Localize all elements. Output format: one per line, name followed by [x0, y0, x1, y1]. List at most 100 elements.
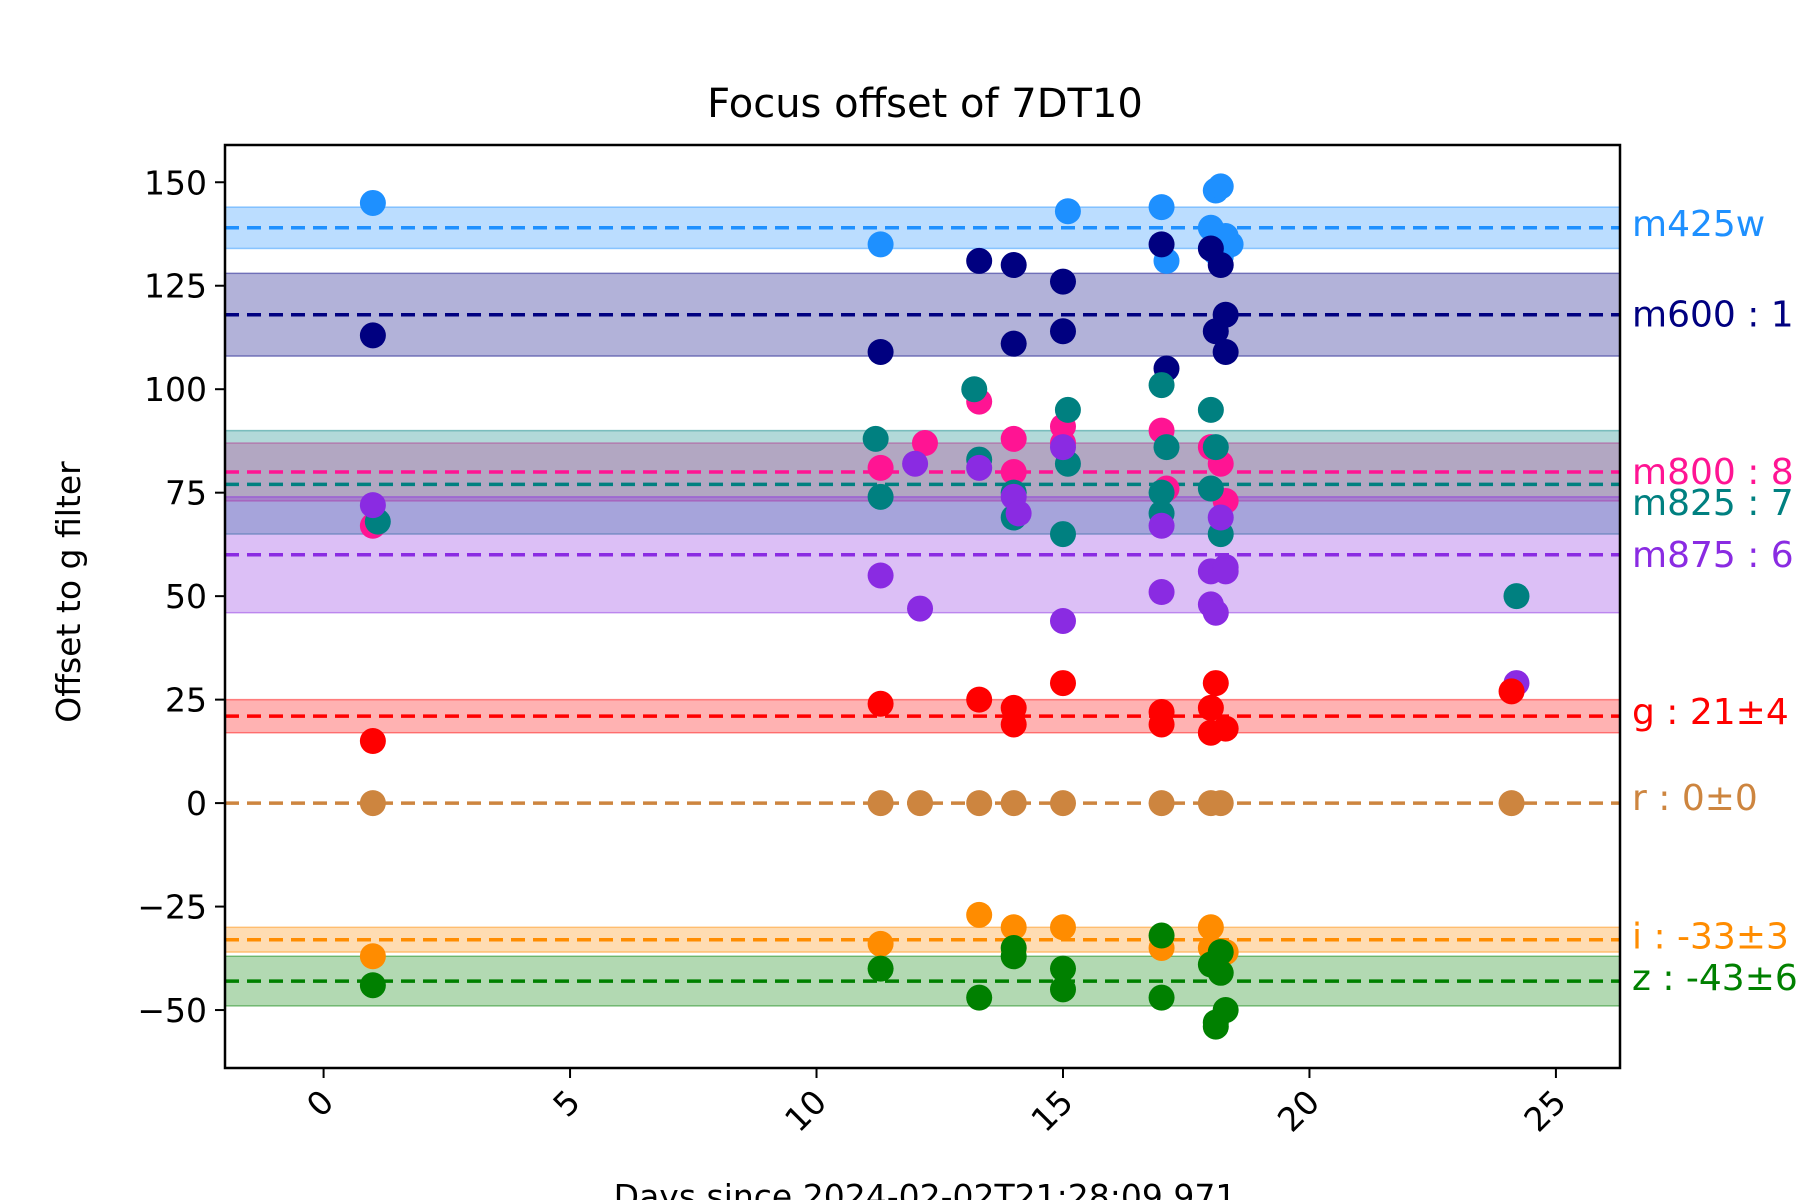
- series-label-m600: m600 : 1: [1632, 295, 1794, 336]
- point-m825-9: [1049, 521, 1076, 548]
- series-label-m425w: m425w: [1632, 204, 1765, 245]
- point-r-6: [1148, 790, 1175, 817]
- point-z-8: [1148, 984, 1175, 1011]
- point-m825-18: [1503, 583, 1530, 610]
- point-r-0: [359, 790, 386, 817]
- point-z-4: [1000, 943, 1027, 970]
- x-tick-label: 20: [1270, 1082, 1327, 1139]
- point-m875-0: [359, 492, 386, 519]
- point-m875-6: [1005, 500, 1032, 527]
- point-i-0: [359, 943, 386, 970]
- axes-frame: [223, 143, 1622, 1070]
- point-m425w-1: [867, 231, 894, 258]
- point-m875-7: [1049, 434, 1076, 461]
- point-m825-12: [1148, 479, 1175, 506]
- x-axis-label: Days since 2024-02-02T21:28:09.971: [614, 1177, 1237, 1200]
- point-m600-11: [1207, 252, 1234, 279]
- point-g-5: [1049, 670, 1076, 697]
- series-label-m825: m825 : 7: [1632, 483, 1794, 524]
- y-tick-label: −50: [137, 991, 207, 1030]
- point-g-10: [1202, 670, 1229, 697]
- point-m600-4: [1000, 252, 1027, 279]
- point-m600-0: [359, 322, 386, 349]
- point-r-4: [1000, 790, 1027, 817]
- point-z-12: [1207, 959, 1234, 986]
- point-m600-3: [1000, 330, 1027, 357]
- point-m825-7: [1054, 396, 1081, 423]
- point-m825-2: [867, 483, 894, 510]
- point-m875-15: [1212, 558, 1239, 585]
- point-m600-13: [1212, 338, 1239, 365]
- point-r-9: [1498, 790, 1525, 817]
- series-label-g: g : 21±4: [1632, 692, 1789, 733]
- point-m825-1: [862, 425, 889, 452]
- point-z-7: [1148, 922, 1175, 949]
- chart-title: Focus offset of 7DT10: [707, 81, 1143, 127]
- y-tick-label: 0: [186, 784, 207, 823]
- series-label-r: r : 0±0: [1632, 778, 1758, 819]
- y-tick-label: 25: [165, 681, 207, 720]
- point-g-8: [1197, 694, 1224, 721]
- point-m800-2: [911, 430, 938, 457]
- point-m425w-2: [1054, 198, 1081, 225]
- point-g-1: [867, 690, 894, 717]
- point-m800-4: [1000, 425, 1027, 452]
- y-tick-label: 125: [144, 267, 207, 306]
- plot-area: [225, 173, 1620, 1040]
- point-r-2: [907, 790, 934, 817]
- point-m425w-3: [1148, 194, 1175, 221]
- point-m800-5: [1000, 458, 1027, 485]
- point-g-11: [1212, 715, 1239, 742]
- point-m875-8: [1049, 607, 1076, 634]
- series-label-z: z : -43±6: [1632, 958, 1798, 999]
- y-axis-label: Offset to g filter: [49, 461, 88, 723]
- x-tick-label: 10: [777, 1082, 834, 1139]
- point-z-1: [867, 955, 894, 982]
- point-i-2: [966, 901, 993, 928]
- point-r-5: [1049, 790, 1076, 817]
- point-z-2: [966, 984, 993, 1011]
- point-g-7: [1148, 711, 1175, 738]
- x-tick-label: 0: [299, 1082, 341, 1124]
- point-z-6: [1049, 976, 1076, 1003]
- point-m825-10: [1148, 372, 1175, 399]
- y-tick-label: 50: [165, 577, 207, 616]
- point-m600-12: [1212, 301, 1239, 328]
- point-m825-3: [961, 376, 988, 403]
- point-z-5: [1049, 955, 1076, 982]
- point-m425w-0: [359, 189, 386, 216]
- point-m600-6: [1049, 318, 1076, 345]
- point-m875-9: [1148, 512, 1175, 539]
- point-m600-7: [1148, 231, 1175, 258]
- point-g-4: [1000, 711, 1027, 738]
- point-m600-5: [1049, 268, 1076, 295]
- point-i-1: [867, 930, 894, 957]
- series-label-m875: m875 : 6: [1632, 535, 1794, 576]
- point-g-12: [1498, 678, 1525, 705]
- point-m600-2: [966, 247, 993, 274]
- point-m825-11: [1153, 434, 1180, 461]
- point-i-6: [1197, 914, 1224, 941]
- point-m875-16: [1207, 504, 1234, 531]
- point-m825-15: [1202, 434, 1229, 461]
- y-tick-label: 150: [144, 163, 207, 202]
- point-r-1: [867, 790, 894, 817]
- series-label-i: i : -33±3: [1632, 917, 1789, 958]
- point-g-2: [966, 686, 993, 713]
- y-tick-label: 100: [144, 370, 207, 409]
- point-m875-1: [867, 562, 894, 589]
- point-i-4: [1049, 914, 1076, 941]
- point-r-3: [966, 790, 993, 817]
- series-label-m800: m800 : 8: [1632, 452, 1794, 493]
- x-tick-label: 25: [1516, 1082, 1573, 1139]
- point-m875-13: [1202, 599, 1229, 626]
- point-m875-10: [1148, 579, 1175, 606]
- point-g-0: [359, 728, 386, 755]
- point-m875-2: [907, 595, 934, 622]
- point-m825-16: [1197, 475, 1224, 502]
- point-i-3: [1000, 914, 1027, 941]
- x-tick-label: 5: [545, 1082, 587, 1124]
- point-m825-14: [1197, 396, 1224, 423]
